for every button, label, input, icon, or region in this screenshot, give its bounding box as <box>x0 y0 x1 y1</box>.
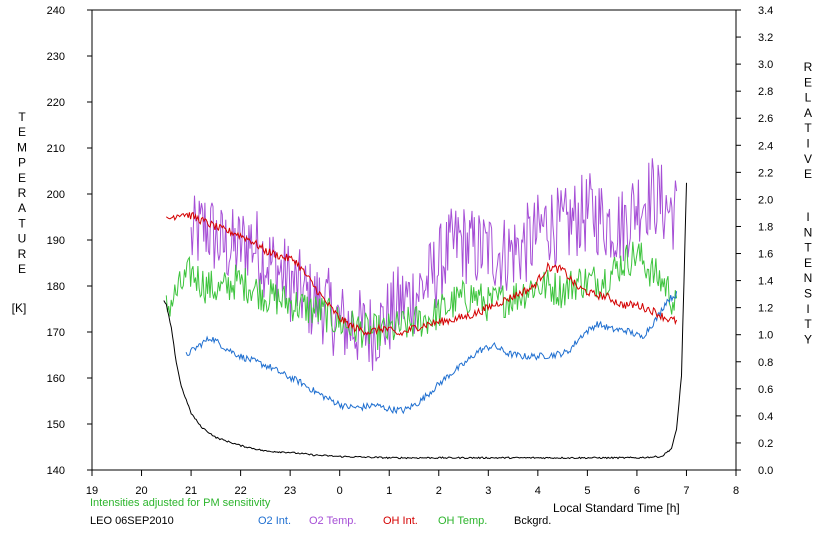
right-label-letter: I <box>806 210 809 224</box>
left-label-letter: P <box>18 156 26 170</box>
left-label-letter: U <box>18 232 27 246</box>
x-axis: 19 20 21 22 23 0 1 2 3 4 5 6 7 8 <box>86 470 739 497</box>
right-label-letter: N <box>804 225 813 239</box>
legend-item-bckgrd: Bckgrd. <box>514 515 552 527</box>
x-tick-label: 21 <box>185 485 197 497</box>
left-tick-label: 160 <box>47 373 65 385</box>
series-line-bckgrd <box>163 182 687 460</box>
left-label-letter: T <box>18 110 26 124</box>
right-label-letter: E <box>804 75 812 89</box>
x-tick-label: 5 <box>584 485 590 497</box>
right-label-letter: L <box>805 91 812 105</box>
series-line-oh-temp <box>165 241 678 351</box>
x-tick-label: 19 <box>86 485 98 497</box>
left-tick-label: 210 <box>47 143 65 155</box>
left-tick-label: 170 <box>47 327 65 339</box>
right-tick-label: 0.6 <box>758 384 773 396</box>
right-tick-label: 1.8 <box>758 221 773 233</box>
left-label-letter: E <box>18 171 26 185</box>
left-label-letter: E <box>18 262 26 276</box>
left-label-letter: M <box>17 140 27 154</box>
series-line-o2-int <box>185 291 678 415</box>
right-label-letter: N <box>804 271 813 285</box>
station-date: LEO 06SEP2010 <box>90 515 174 527</box>
x-tick-label: 7 <box>683 485 689 497</box>
x-axis-title: Local Standard Time [h] <box>553 501 680 515</box>
left-tick-label: 140 <box>47 465 65 477</box>
legend-item-o2-int: O2 Int. <box>258 515 292 527</box>
right-tick-label: 2.0 <box>758 194 773 206</box>
sensitivity-note: Intensities adjusted for PM sensitivity <box>90 497 271 509</box>
right-tick-label: 1.0 <box>758 330 773 342</box>
left-tick-label: 230 <box>47 51 65 63</box>
left-label-letter: R <box>18 247 27 261</box>
right-tick-label: 3.2 <box>758 32 773 44</box>
right-tick-label: 0.2 <box>758 438 773 450</box>
x-tick-label: 23 <box>284 485 296 497</box>
series-line-oh-int <box>165 211 678 337</box>
right-label-letter: I <box>806 302 809 316</box>
x-tick-label: 6 <box>634 485 640 497</box>
x-tick-label: 2 <box>436 485 442 497</box>
right-label-letter: E <box>804 167 812 181</box>
right-tick-label: 0.8 <box>758 357 773 369</box>
x-tick-label: 4 <box>535 485 541 497</box>
right-tick-label: 2.4 <box>758 140 773 152</box>
left-label-letter: A <box>18 201 26 215</box>
left-tick-label: 220 <box>47 97 65 109</box>
left-tick-label: 240 <box>47 5 65 17</box>
x-tick-label: 22 <box>234 485 246 497</box>
right-tick-label: 2.8 <box>758 86 773 98</box>
left-tick-label: 190 <box>47 235 65 247</box>
right-axis: 0.0 0.2 0.4 0.6 0.8 1.0 1.2 1.4 1.6 1.8 2.0 2.2 2.4 2… <box>736 5 773 477</box>
right-label-letter: S <box>804 287 812 301</box>
legend-item-o2-temp: O2 Temp. <box>309 515 357 527</box>
right-tick-label: 0.0 <box>758 465 773 477</box>
x-tick-label: 20 <box>135 485 147 497</box>
right-label-letter: T <box>804 241 812 255</box>
right-tick-label: 1.2 <box>758 303 773 315</box>
right-label-letter: I <box>806 137 809 151</box>
x-tick-label: 8 <box>733 485 739 497</box>
right-label-letter: T <box>804 121 812 135</box>
right-label-letter: A <box>804 106 812 120</box>
right-tick-label: 2.6 <box>758 113 773 125</box>
series-layer <box>163 158 687 460</box>
right-tick-label: 0.4 <box>758 411 773 423</box>
x-tick-label: 3 <box>485 485 491 497</box>
x-tick-label: 0 <box>337 485 343 497</box>
left-label-letter: E <box>18 125 26 139</box>
left-axis-unit: [K] <box>12 301 27 315</box>
series-line-o2-temp <box>190 158 678 371</box>
right-tick-label: 2.2 <box>758 167 773 179</box>
left-axis: 140 150 160 170 180 190 200 210 220 230 240 <box>47 5 92 477</box>
right-tick-label: 1.4 <box>758 276 773 288</box>
right-label-letter: R <box>804 60 813 74</box>
right-label-letter: V <box>804 152 812 166</box>
right-tick-label: 3.4 <box>758 5 773 17</box>
right-tick-label: 1.6 <box>758 249 773 261</box>
right-tick-label: 3.0 <box>758 59 773 71</box>
legend-item-oh-temp: OH Temp. <box>438 515 488 527</box>
right-label-letter: T <box>804 317 812 331</box>
left-label-letter: T <box>18 216 26 230</box>
legend-item-oh-int: OH Int. <box>383 515 418 527</box>
right-label-letter: E <box>804 256 812 270</box>
x-tick-label: 1 <box>386 485 392 497</box>
left-tick-label: 180 <box>47 281 65 293</box>
left-label-letter: R <box>18 186 27 200</box>
left-tick-label: 150 <box>47 419 65 431</box>
right-label-letter: Y <box>804 332 812 346</box>
left-tick-label: 200 <box>47 189 65 201</box>
